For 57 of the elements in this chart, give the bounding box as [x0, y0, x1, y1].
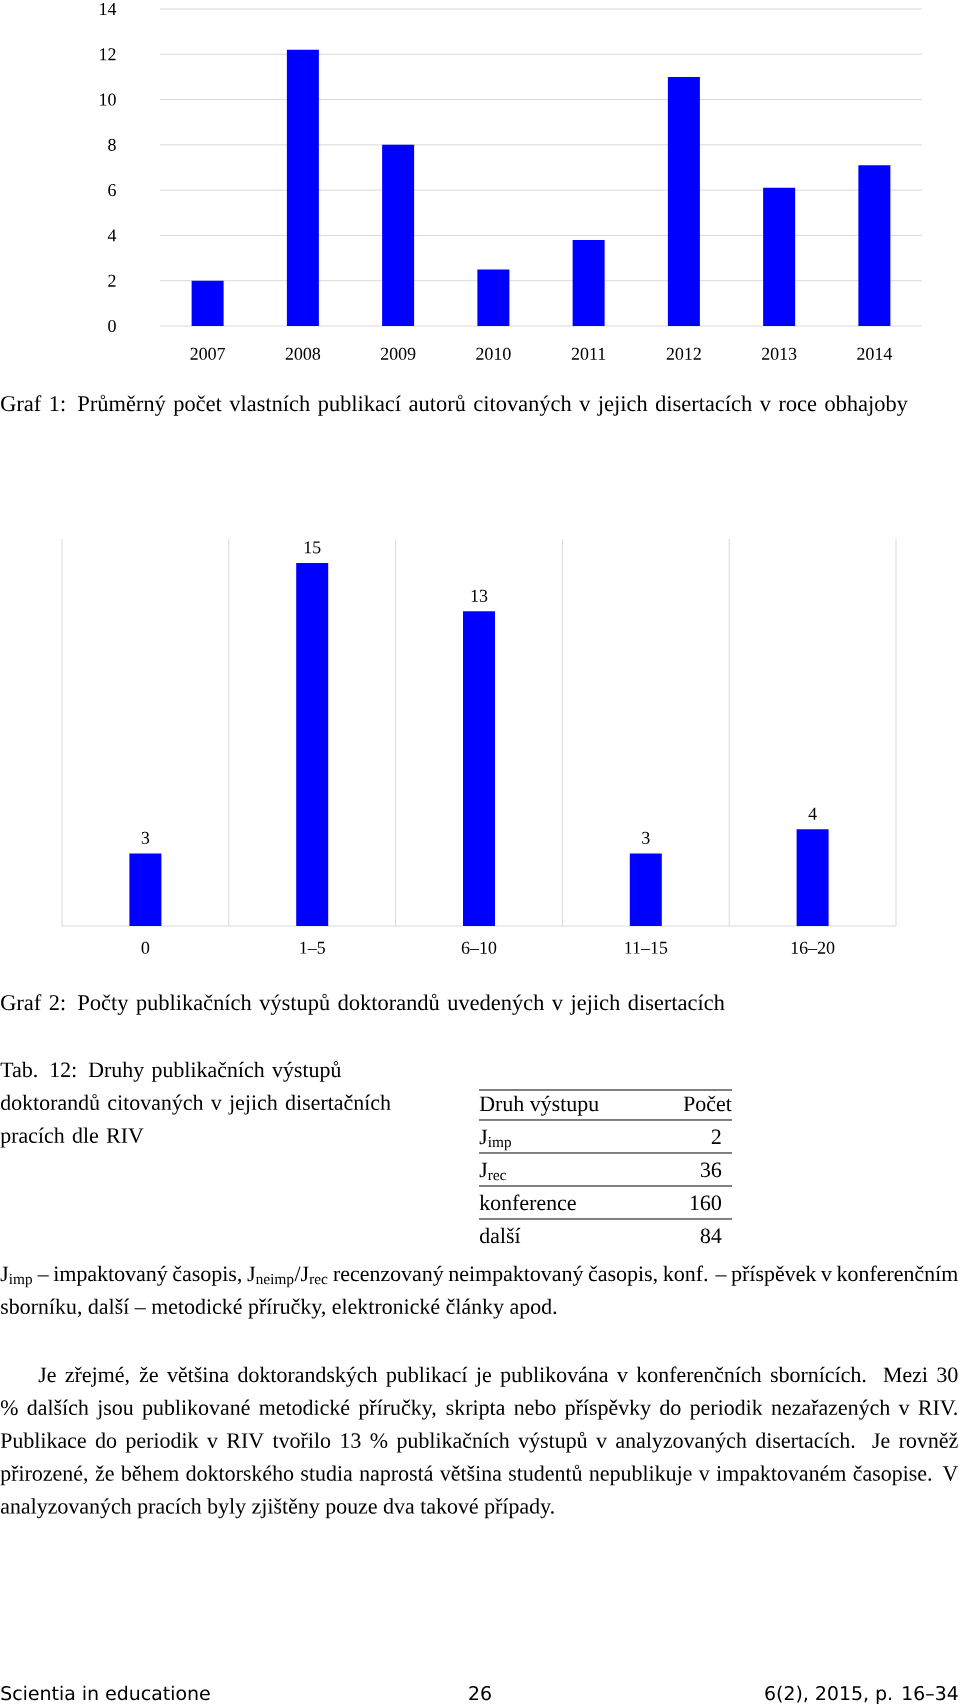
category-label: další	[480, 1227, 521, 1244]
y-tick-label: 8	[108, 138, 116, 151]
data-label: 3	[141, 831, 150, 844]
category-label: J$_{rec}$	[479, 1162, 506, 1181]
bar	[477, 269, 510, 326]
bar	[667, 76, 700, 326]
bar	[191, 280, 224, 326]
data-label: 84	[700, 1228, 722, 1244]
x-tick-label: 2009	[380, 347, 416, 360]
category-label: J$_{imp}$	[479, 1129, 512, 1151]
bar	[296, 562, 329, 926]
x-tick-label: 2014	[857, 347, 893, 360]
y-tick-label: 12	[100, 48, 116, 61]
y-tick-label: 14	[100, 3, 117, 15]
bar	[129, 853, 162, 926]
data-label: 3	[642, 831, 650, 844]
bar	[796, 829, 829, 926]
text: Graf 1: Průměrný počet vlastních publikací autorů citovaných v jejich disertacích v roce obhajoby	[1, 394, 908, 416]
x-tick-label: 2007	[190, 347, 226, 360]
x-tick-label: 2011	[571, 347, 606, 360]
text: 26	[469, 1685, 491, 1701]
data-label: 4	[808, 807, 817, 820]
bar	[463, 611, 495, 926]
x-tick-label: 16–20	[791, 941, 835, 954]
text: Tab. 12: Druhy publikačních výstupů doktorandů citovaných v jejich disertačních pracích dle RIV	[0, 1061, 391, 1148]
data-label: 15	[304, 541, 321, 554]
y-tick-label: 2	[108, 274, 116, 287]
bar	[858, 165, 891, 326]
text: J$_{imp}$ – impaktovaný časopis, J$_{neimp}$/J$_{rec}$ recenzovaný neimpaktovaný časopis, konf. – příspěvek v konferenčním sborníku, další – metodické příručky, elektronické články apod.	[0, 1265, 958, 1319]
bar	[286, 49, 319, 326]
bar	[763, 187, 796, 326]
bar	[629, 853, 662, 926]
text: Scientia in educatione	[1, 1685, 210, 1701]
y-tick-label: 0	[108, 319, 116, 333]
bar	[382, 144, 415, 326]
x-tick-label: 6–10	[461, 941, 497, 954]
x-tick-label: 2013	[761, 347, 797, 360]
text: 6(2), 2015, p. 16–34	[765, 1685, 958, 1704]
x-tick-label: 2010	[476, 347, 511, 360]
x-tick-label: 2008	[285, 347, 321, 360]
x-tick-label: 11–15	[625, 941, 668, 954]
text: Počet	[683, 1095, 732, 1112]
text: Je zřejmé, že většina doktorandských publikací je publikována v konferenčních sbornících. Mezi 30 % dalších jsou publikované metodické příručky, skripta nebo příspěvky do periodik nezařazených v RIV. Publikace do periodik v RIV tvořilo 13 % publikačních výstupů v analyzovaných disertacích. Je rovněž přirozené, že během doktorského studia naprostá většina studentů nepublikuje v impaktovaném časopise. V analyzovaných pracích byly zjištěny pouze dva takové případy.	[0, 1366, 959, 1519]
y-tick-label: 6	[108, 184, 116, 197]
y-tick-label: 4	[107, 229, 117, 242]
data-label: 160	[690, 1195, 721, 1211]
data-label: 36	[700, 1162, 722, 1178]
x-tick-label: 1–5	[300, 941, 325, 954]
bar	[572, 239, 605, 326]
x-tick-label: 2012	[666, 347, 701, 360]
data-label: 13	[471, 589, 488, 602]
data-label: 2	[711, 1129, 721, 1144]
category-label: konference	[479, 1194, 576, 1211]
y-tick-label: 10	[100, 93, 116, 106]
text: Graf 2: Počty publikačních výstupů doktorandů uvedených v jejich disertacích	[1, 993, 725, 1015]
text: Druh výstupu	[479, 1095, 599, 1116]
x-tick-label: 0	[141, 941, 150, 954]
